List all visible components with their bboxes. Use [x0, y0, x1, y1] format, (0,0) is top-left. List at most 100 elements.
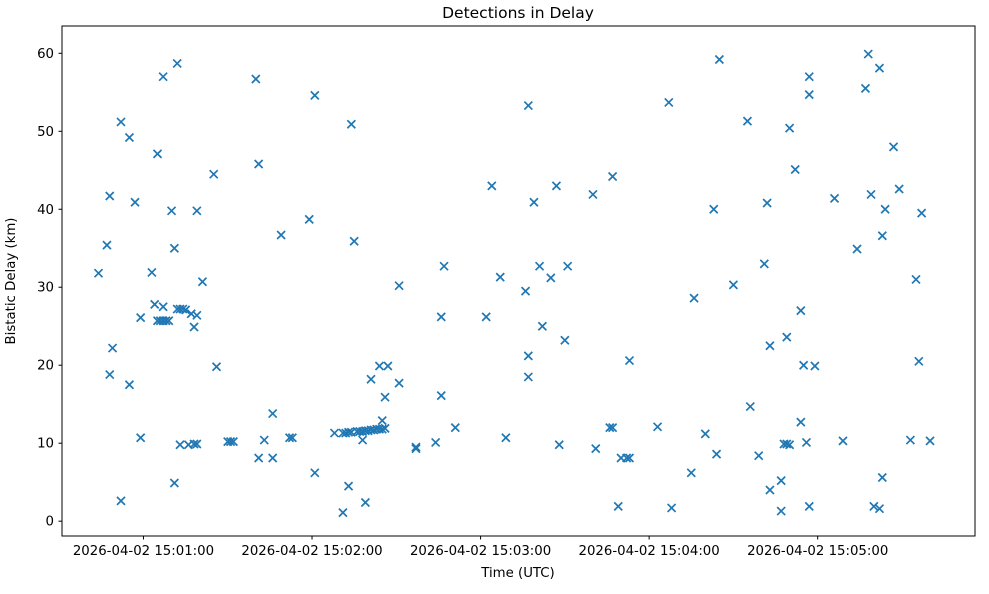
detection-marker: [172, 58, 182, 69]
detection-marker: [374, 361, 385, 371]
detection-marker: [124, 132, 135, 143]
detection-marker: [551, 181, 562, 191]
detection-marker: [189, 322, 199, 332]
detection-marker: [588, 189, 598, 200]
detection-marker: [166, 206, 177, 216]
detection-marker: [523, 100, 533, 111]
detection-marker: [192, 439, 202, 449]
detection-marker: [136, 433, 146, 443]
detection-marker: [804, 72, 814, 82]
detection-marker: [877, 472, 887, 483]
detection-marker: [709, 204, 719, 214]
detection-marker: [136, 313, 146, 323]
detection-marker: [284, 433, 295, 443]
x-axis-label: Time (UTC): [480, 566, 555, 581]
detection-marker: [366, 374, 376, 384]
detection-marker: [310, 90, 320, 101]
detection-marker: [888, 142, 899, 152]
chart-title: Detections in Delay: [442, 4, 594, 22]
detection-marker: [178, 304, 188, 314]
detection-marker: [343, 481, 354, 491]
plot-frame: [61, 25, 976, 537]
detection-marker: [560, 335, 570, 345]
detection-marker: [436, 391, 446, 401]
detection-marker: [624, 355, 635, 366]
detection-marker: [116, 117, 126, 127]
detection-marker: [711, 449, 722, 459]
y-tick-label: 50: [37, 125, 54, 140]
detection-marker: [762, 198, 772, 208]
detection-marker: [93, 268, 104, 278]
x-tick-label: 2026-04-02 15:03:00: [410, 544, 551, 559]
detection-marker: [147, 267, 157, 278]
detection-marker: [349, 236, 359, 246]
detection-marker: [534, 261, 545, 271]
detection-marker: [790, 164, 800, 175]
y-axis: 0 10 20 30 40 50 60: [37, 47, 62, 530]
detection-marker: [546, 273, 556, 283]
detection-marker: [529, 197, 539, 207]
detection-marker: [116, 496, 126, 506]
detection-marker: [107, 343, 118, 353]
detection-marker: [394, 281, 404, 291]
detection-marker: [608, 423, 618, 433]
y-tick-label: 30: [37, 281, 54, 296]
detection-marker: [591, 444, 601, 454]
detection-marker: [276, 230, 286, 240]
y-tick-label: 40: [37, 203, 54, 218]
detection-marker: [251, 74, 261, 84]
y-tick-label: 0: [46, 515, 54, 530]
detection-marker: [810, 361, 820, 371]
detection-marker: [784, 123, 795, 133]
y-axis-label: Bistatic Delay (km): [4, 218, 19, 345]
detection-marker: [796, 417, 806, 427]
detection-marker: [150, 299, 160, 309]
x-tick-label: 2026-04-02 15:01:00: [73, 544, 214, 559]
detection-marker: [254, 159, 264, 169]
x-tick-label: 2026-04-02 15:05:00: [747, 544, 888, 559]
detection-marker: [782, 439, 792, 449]
detection-marker: [158, 72, 168, 82]
detection-marker: [700, 429, 710, 439]
detection-marker: [259, 435, 269, 445]
detection-marker: [225, 437, 236, 447]
detection-marker: [869, 501, 879, 511]
detection-marker: [563, 261, 573, 271]
detection-marker: [380, 392, 390, 402]
detection-marker: [554, 440, 564, 450]
detection-marker: [169, 478, 179, 488]
detection-marker: [911, 274, 921, 285]
detection-marker: [105, 369, 115, 380]
detection-marker: [714, 54, 724, 65]
detection-marker: [377, 415, 387, 426]
x-tick-label: 2026-04-02 15:04:00: [579, 544, 720, 559]
detection-marker: [838, 436, 848, 446]
detection-marker: [481, 312, 491, 322]
detection-marker: [169, 243, 179, 253]
detection-marker: [874, 504, 885, 514]
detection-marker: [197, 277, 208, 287]
detection-marker: [829, 193, 840, 203]
detection-marker: [880, 204, 890, 214]
detection-marker: [377, 424, 387, 434]
detection-marker: [605, 423, 615, 433]
detection-marker: [254, 453, 264, 463]
detection-marker: [411, 442, 421, 452]
detection-marker: [394, 378, 404, 388]
y-tick-label: 60: [37, 47, 54, 62]
detection-marker: [624, 453, 635, 463]
detection-marker: [181, 305, 191, 315]
plot-area: [61, 25, 976, 537]
detection-marker: [329, 428, 340, 438]
detection-marker: [343, 427, 354, 437]
detection-marker: [608, 171, 618, 182]
detection-marker: [520, 286, 531, 296]
detection-marker: [186, 309, 196, 319]
detection-marker: [782, 332, 792, 342]
detection-marker: [801, 437, 812, 448]
detection-marker: [799, 360, 809, 370]
detection-marker: [523, 372, 533, 382]
detection-marker: [765, 485, 775, 495]
x-axis: 2026-04-02 15:01:00 2026-04-02 15:02:00 20…: [73, 536, 888, 559]
